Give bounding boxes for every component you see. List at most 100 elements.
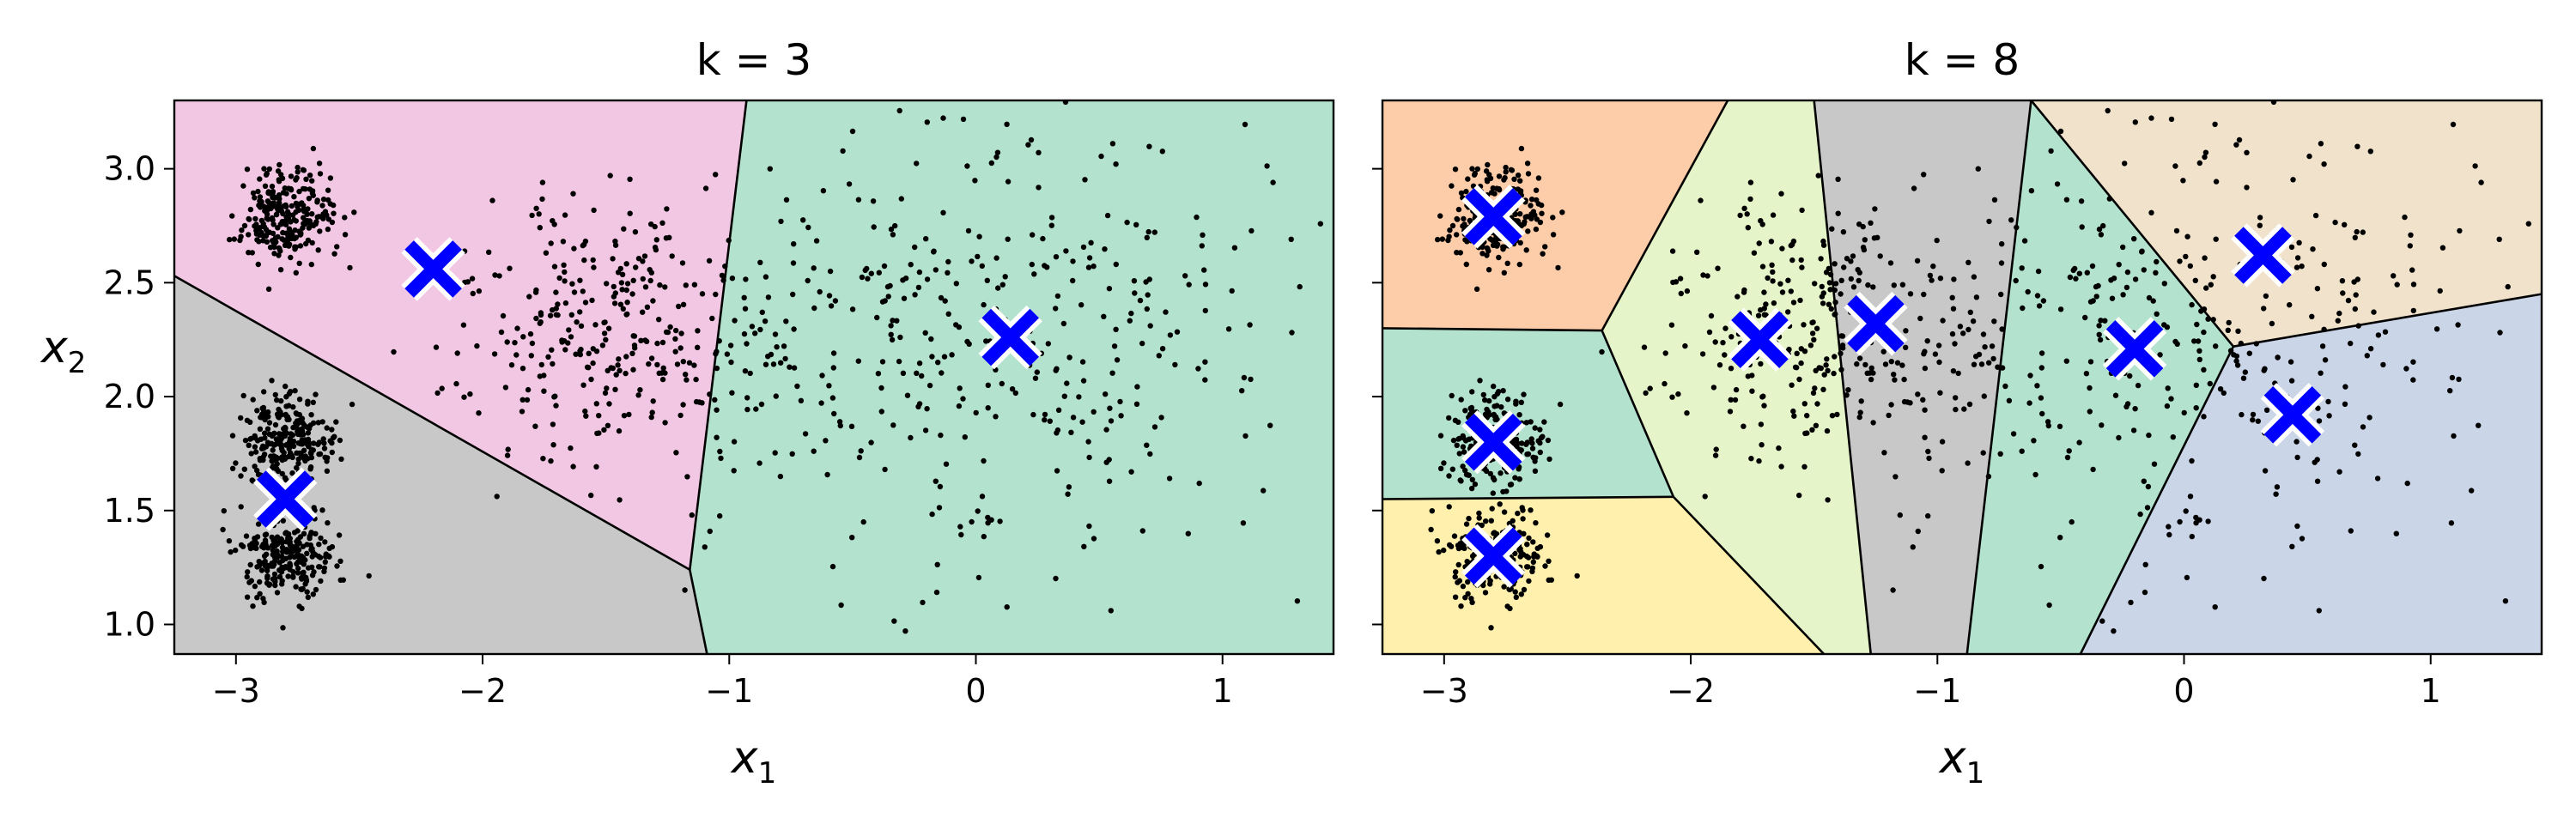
data-point	[1930, 264, 1936, 270]
data-point	[1684, 410, 1690, 416]
data-point	[716, 338, 722, 344]
data-point	[2183, 253, 2189, 260]
data-point	[898, 196, 905, 202]
centroid-marker-7	[2231, 223, 2295, 288]
data-point	[626, 411, 632, 418]
data-point	[2233, 142, 2239, 148]
data-point	[588, 376, 594, 383]
data-point	[2336, 310, 2342, 317]
data-point	[2233, 358, 2239, 364]
data-point	[2165, 385, 2171, 391]
data-point	[791, 241, 797, 247]
data-point	[2322, 357, 2329, 363]
data-point	[829, 395, 836, 401]
data-point	[1828, 306, 1834, 312]
data-point	[1870, 420, 1876, 426]
data-point	[2205, 518, 2211, 524]
data-point	[2339, 278, 2346, 284]
data-point	[2145, 483, 2152, 490]
data-point	[1537, 219, 1544, 226]
data-point	[1455, 206, 1462, 213]
data-point	[296, 228, 302, 234]
data-point	[252, 433, 258, 439]
data-point	[2105, 107, 2111, 114]
data-point	[838, 602, 844, 609]
data-point	[1201, 267, 1207, 273]
data-point	[2261, 575, 2267, 582]
data-point	[258, 229, 264, 236]
data-point	[306, 196, 313, 202]
data-point	[274, 590, 281, 596]
data-point	[2225, 327, 2231, 333]
data-point	[254, 237, 260, 243]
data-point	[684, 474, 690, 480]
data-point	[1694, 249, 1700, 255]
data-point	[1907, 291, 1914, 297]
data-point	[1196, 480, 1202, 487]
data-point	[528, 353, 534, 359]
data-point	[1441, 460, 1447, 466]
data-point	[1887, 260, 1894, 266]
data-point	[601, 319, 607, 326]
data-point	[680, 359, 686, 365]
data-point	[1512, 550, 1518, 556]
data-point	[1002, 274, 1008, 280]
data-point	[2263, 407, 2270, 413]
data-point	[940, 115, 946, 121]
data-point	[1886, 412, 1892, 419]
data-point	[2360, 229, 2366, 235]
data-point	[654, 361, 660, 368]
data-point	[265, 409, 271, 415]
data-point	[1063, 248, 1069, 254]
data-point	[714, 365, 720, 372]
data-point	[294, 175, 300, 181]
data-point	[302, 457, 308, 464]
data-point	[2032, 471, 2038, 478]
data-point	[2146, 432, 2152, 439]
data-point	[329, 543, 336, 550]
data-point	[876, 270, 882, 276]
data-point	[1835, 176, 1841, 182]
data-point	[1494, 236, 1500, 242]
data-point	[2380, 361, 2386, 368]
data-point	[286, 444, 293, 451]
data-point	[555, 301, 561, 307]
data-point	[1485, 248, 1492, 254]
decision-boundary-1	[174, 275, 690, 571]
data-point	[2035, 268, 2042, 275]
data-point	[975, 574, 982, 581]
data-point	[1508, 167, 1515, 173]
data-point	[924, 406, 930, 412]
data-point	[291, 216, 297, 223]
data-point	[273, 211, 280, 218]
data-point	[790, 260, 797, 266]
data-point	[568, 312, 574, 318]
data-point	[303, 240, 309, 247]
data-point	[1128, 469, 1134, 475]
data-point	[836, 419, 843, 425]
data-point	[1868, 365, 1874, 371]
data-point	[604, 281, 610, 287]
data-point	[514, 325, 520, 331]
data-point	[1934, 237, 1940, 244]
data-point	[2123, 403, 2129, 409]
data-point	[331, 210, 337, 216]
data-point	[1498, 404, 1504, 410]
data-point	[1758, 360, 1764, 367]
data-point	[1128, 310, 1134, 317]
data-point	[773, 393, 779, 399]
data-point	[2394, 282, 2400, 288]
data-point	[1832, 300, 1838, 306]
data-point	[1469, 553, 1476, 560]
data-point	[1599, 348, 1605, 355]
data-point	[302, 186, 308, 192]
data-point	[1700, 272, 1706, 278]
data-point	[790, 291, 796, 298]
data-point	[2120, 244, 2126, 251]
centroid-marker-2	[978, 305, 1042, 370]
data-point	[329, 219, 336, 226]
data-point	[272, 558, 278, 564]
decision-boundary-10	[2079, 346, 2235, 654]
data-point	[1492, 416, 1498, 422]
data-point	[1848, 258, 1854, 264]
